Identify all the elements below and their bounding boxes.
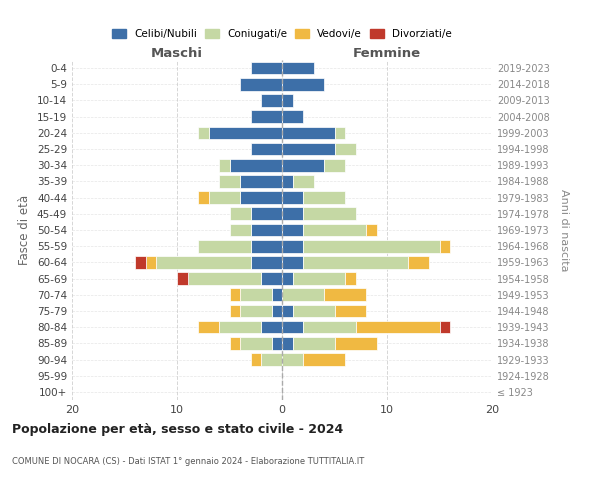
Bar xyxy=(219,159,229,172)
Bar xyxy=(261,321,282,334)
Bar xyxy=(229,337,240,349)
Bar xyxy=(282,110,303,123)
Bar xyxy=(293,175,314,188)
Bar xyxy=(209,192,240,204)
Bar xyxy=(251,142,282,156)
Bar xyxy=(439,321,450,334)
Bar xyxy=(282,78,324,90)
Bar xyxy=(271,337,282,349)
Y-axis label: Anni di nascita: Anni di nascita xyxy=(559,188,569,271)
Bar xyxy=(282,62,314,74)
Bar xyxy=(240,175,282,188)
Bar xyxy=(282,94,293,107)
Bar xyxy=(303,240,439,252)
Bar xyxy=(282,337,293,349)
Text: COMUNE DI NOCARA (CS) - Dati ISTAT 1° gennaio 2024 - Elaborazione TUTTITALIA.IT: COMUNE DI NOCARA (CS) - Dati ISTAT 1° ge… xyxy=(12,458,364,466)
Bar xyxy=(335,142,355,156)
Bar xyxy=(198,321,219,334)
Bar xyxy=(282,288,324,301)
Bar xyxy=(408,256,429,268)
Bar xyxy=(345,272,355,285)
Bar xyxy=(271,304,282,318)
Bar xyxy=(261,353,282,366)
Bar xyxy=(240,192,282,204)
Bar xyxy=(282,126,335,139)
Bar xyxy=(229,208,251,220)
Bar xyxy=(187,272,261,285)
Bar xyxy=(251,240,282,252)
Bar xyxy=(229,288,240,301)
Bar xyxy=(229,159,282,172)
Bar xyxy=(261,94,282,107)
Bar xyxy=(293,304,335,318)
Bar xyxy=(303,192,345,204)
Y-axis label: Fasce di età: Fasce di età xyxy=(19,195,31,265)
Bar xyxy=(240,288,271,301)
Legend: Celibi/Nubili, Coniugati/e, Vedovi/e, Divorziati/e: Celibi/Nubili, Coniugati/e, Vedovi/e, Di… xyxy=(108,24,456,43)
Bar xyxy=(303,208,355,220)
Bar xyxy=(335,304,366,318)
Bar xyxy=(303,224,366,236)
Bar xyxy=(219,321,261,334)
Bar xyxy=(282,240,303,252)
Bar xyxy=(366,224,377,236)
Bar xyxy=(240,78,282,90)
Text: Maschi: Maschi xyxy=(151,47,203,60)
Bar xyxy=(355,321,439,334)
Bar xyxy=(282,321,303,334)
Bar xyxy=(439,240,450,252)
Bar xyxy=(324,159,345,172)
Bar xyxy=(251,256,282,268)
Bar xyxy=(282,353,303,366)
Bar xyxy=(219,175,240,188)
Bar xyxy=(282,192,303,204)
Bar xyxy=(156,256,251,268)
Bar xyxy=(282,304,293,318)
Bar xyxy=(198,192,209,204)
Bar xyxy=(282,256,303,268)
Bar xyxy=(198,126,209,139)
Bar xyxy=(335,126,345,139)
Bar xyxy=(282,142,335,156)
Bar xyxy=(229,224,251,236)
Bar xyxy=(282,208,303,220)
Bar xyxy=(251,224,282,236)
Bar xyxy=(251,208,282,220)
Bar xyxy=(282,175,293,188)
Bar xyxy=(335,337,377,349)
Bar xyxy=(282,159,324,172)
Bar xyxy=(282,272,293,285)
Bar xyxy=(198,240,251,252)
Bar xyxy=(240,337,271,349)
Bar xyxy=(303,321,355,334)
Bar xyxy=(303,353,345,366)
Text: Popolazione per età, sesso e stato civile - 2024: Popolazione per età, sesso e stato civil… xyxy=(12,422,343,436)
Bar xyxy=(251,110,282,123)
Bar xyxy=(271,288,282,301)
Bar xyxy=(251,353,261,366)
Bar xyxy=(177,272,187,285)
Bar xyxy=(303,256,408,268)
Bar xyxy=(282,224,303,236)
Bar xyxy=(293,337,335,349)
Bar xyxy=(229,304,240,318)
Bar xyxy=(324,288,366,301)
Bar xyxy=(240,304,271,318)
Bar xyxy=(146,256,156,268)
Bar xyxy=(209,126,282,139)
Bar xyxy=(261,272,282,285)
Bar xyxy=(135,256,146,268)
Text: Femmine: Femmine xyxy=(353,47,421,60)
Bar xyxy=(251,62,282,74)
Bar xyxy=(293,272,345,285)
